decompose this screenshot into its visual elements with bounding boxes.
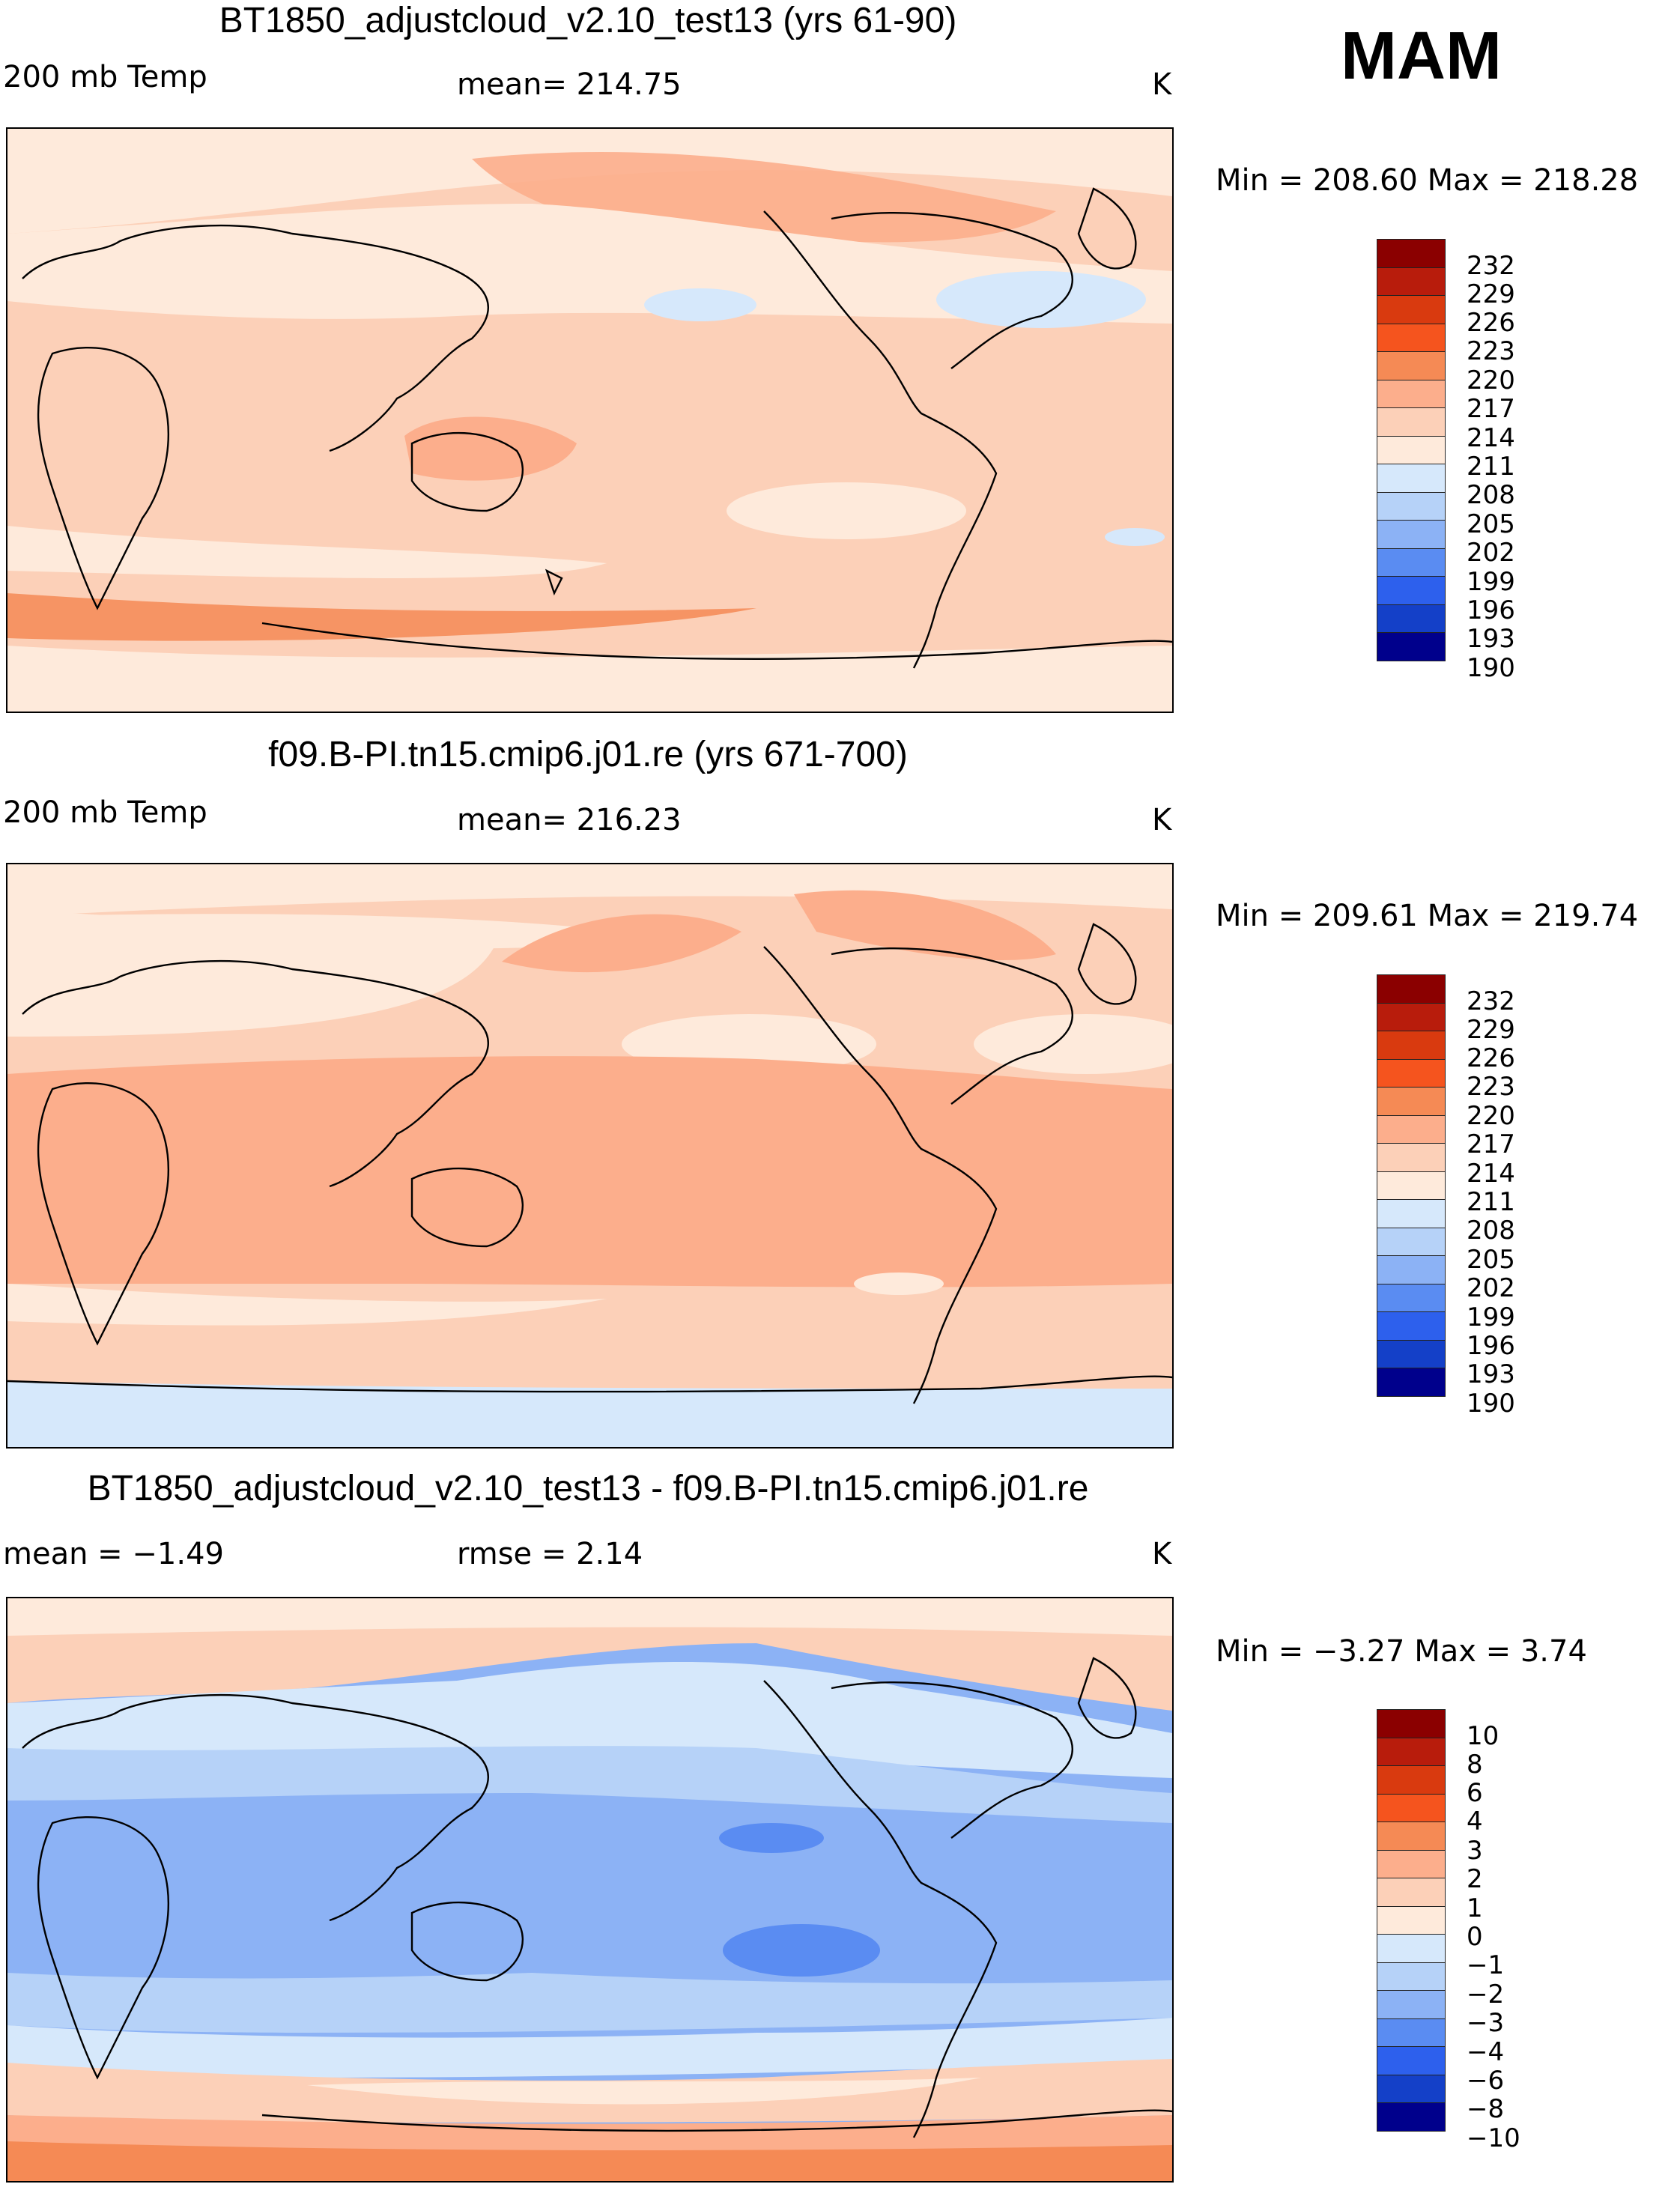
panel1-field-label: 200 mb Temp <box>3 60 207 94</box>
colorbar-label: 214 <box>1467 423 1515 453</box>
panel2-map <box>6 863 1174 1449</box>
colorbar-label: −2 <box>1467 1980 1505 2009</box>
colorbar-label: 193 <box>1467 1359 1515 1389</box>
panel1-colorbar: 232 229 226 223 220 217 214 211 208 205 … <box>1377 239 1515 683</box>
panel2-field-label: 200 mb Temp <box>3 795 207 830</box>
panel2-units: K <box>1152 803 1172 837</box>
colorbar-label: 232 <box>1467 251 1515 281</box>
colorbar-label: 199 <box>1467 567 1515 597</box>
panel1-title: BT1850_adjustcloud_v2.10_test13 (yrs 61-… <box>219 1 957 40</box>
world-map-icon <box>7 129 1172 712</box>
panel3-units: K <box>1152 1537 1172 1571</box>
colorbar-label: 8 <box>1467 1750 1483 1780</box>
panel3-minmax: Min = −3.27 Max = 3.74 <box>1216 1634 1587 1669</box>
colorbar-label: 199 <box>1467 1302 1515 1332</box>
panel2-title: f09.B-PI.tn15.cmip6.j01.re (yrs 671-700) <box>268 735 908 774</box>
colorbar-label: 223 <box>1467 1072 1515 1102</box>
panel1-minmax: Min = 208.60 Max = 218.28 <box>1216 163 1639 198</box>
world-map-icon <box>7 864 1172 1447</box>
colorbar-label: 190 <box>1467 653 1515 683</box>
colorbar-label: 196 <box>1467 595 1515 625</box>
colorbar-label: 202 <box>1467 538 1515 568</box>
colorbar-label: 232 <box>1467 986 1515 1016</box>
colorbar-label: −1 <box>1467 1950 1505 1980</box>
colorbar-label: 4 <box>1467 1807 1483 1836</box>
colorbar-label: 211 <box>1467 452 1515 482</box>
colorbar-label: 3 <box>1467 1836 1483 1866</box>
colorbar-label: 229 <box>1467 279 1515 309</box>
colorbar-label: 211 <box>1467 1187 1515 1217</box>
colorbar-label: 202 <box>1467 1273 1515 1303</box>
colorbar-label: 205 <box>1467 509 1515 539</box>
colorbar-label: 214 <box>1467 1159 1515 1189</box>
panel3-map <box>6 1597 1174 2183</box>
panel2-minmax: Min = 209.61 Max = 219.74 <box>1216 899 1639 933</box>
panel3-rmse: rmse = 2.14 <box>457 1537 643 1571</box>
colorbar-label: −6 <box>1467 2066 1505 2096</box>
colorbar-label: 220 <box>1467 365 1515 395</box>
panel2-mean: mean= 216.23 <box>457 803 682 837</box>
colorbar-label: 2 <box>1467 1864 1483 1894</box>
colorbar-label: −8 <box>1467 2094 1505 2124</box>
colorbar-label: 193 <box>1467 624 1515 654</box>
colorbar-label: 229 <box>1467 1015 1515 1045</box>
colorbar-label: 217 <box>1467 1129 1515 1159</box>
panel3-title: BT1850_adjustcloud_v2.10_test13 - f09.B-… <box>87 1469 1089 1508</box>
colorbar-label: −3 <box>1467 2008 1505 2038</box>
season-label: MAM <box>1341 19 1502 94</box>
colorbar-label: 208 <box>1467 480 1515 510</box>
colorbar-label: 205 <box>1467 1245 1515 1275</box>
colorbar-label: 208 <box>1467 1216 1515 1246</box>
colorbar-label: −4 <box>1467 2037 1505 2067</box>
panel1-map <box>6 127 1174 713</box>
colorbar-label: 223 <box>1467 336 1515 366</box>
panel1-mean: mean= 214.75 <box>457 67 682 102</box>
colorbar-label: 1 <box>1467 1893 1483 1923</box>
panel3-mean: mean = −1.49 <box>3 1537 224 1571</box>
panel2-colorbar: 232 229 226 223 220 217 214 211 208 205 … <box>1377 974 1515 1419</box>
colorbar-label: 0 <box>1467 1922 1483 1952</box>
colorbar-label: 220 <box>1467 1101 1515 1131</box>
colorbar-label: 226 <box>1467 308 1515 338</box>
panel1-units: K <box>1152 67 1172 102</box>
colorbar-label: 217 <box>1467 394 1515 424</box>
colorbar-label: 190 <box>1467 1389 1515 1419</box>
colorbar-label: −10 <box>1467 2123 1520 2153</box>
colorbar-label: 196 <box>1467 1331 1515 1361</box>
panel3-colorbar: 10 8 6 4 3 2 1 0 −1 −2 −3 −4 −6 −8 −10 <box>1377 1709 1520 2153</box>
colorbar-label: 6 <box>1467 1778 1483 1808</box>
world-map-icon <box>7 1598 1172 2181</box>
colorbar-label: 226 <box>1467 1043 1515 1073</box>
colorbar-label: 10 <box>1467 1721 1499 1751</box>
